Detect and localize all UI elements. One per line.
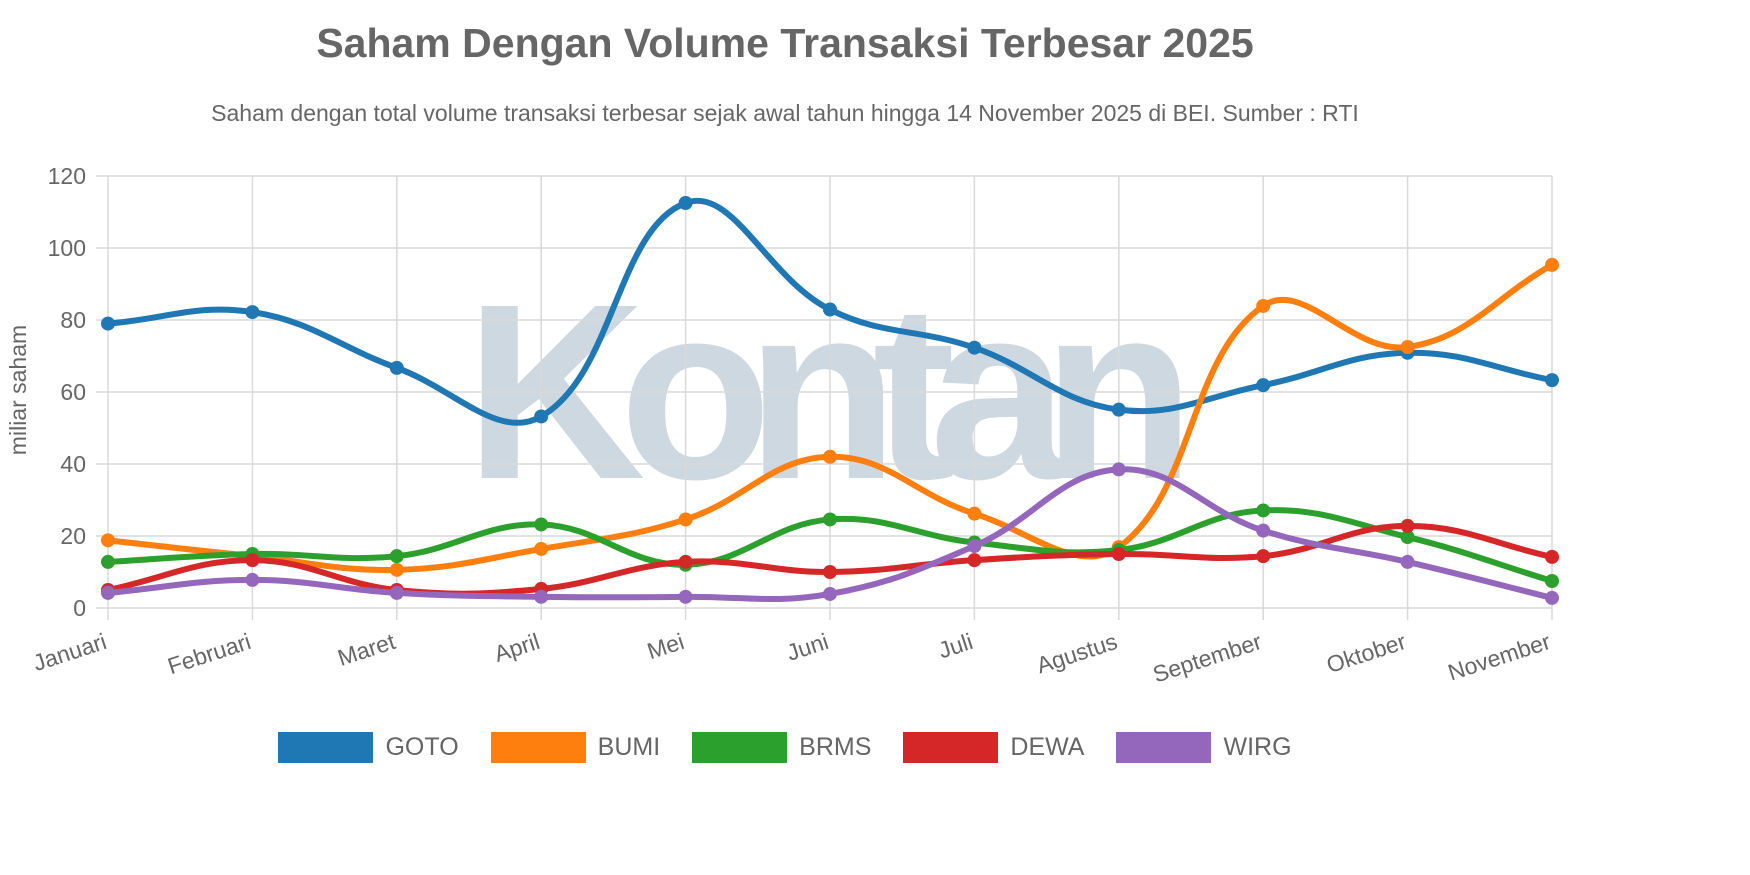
data-point-wirg bbox=[1111, 462, 1126, 477]
data-point-goto bbox=[534, 409, 549, 424]
data-point-wirg bbox=[1256, 523, 1271, 538]
data-point-dewa bbox=[1400, 518, 1415, 533]
legend-item-bumi[interactable]: BUMI bbox=[490, 732, 661, 763]
legend-item-wirg[interactable]: WIRG bbox=[1116, 732, 1292, 763]
legend-swatch bbox=[692, 732, 788, 763]
data-point-wirg bbox=[389, 585, 404, 600]
legend-swatch bbox=[903, 732, 999, 763]
data-point-bumi bbox=[1545, 257, 1559, 272]
data-point-dewa bbox=[1111, 547, 1126, 561]
legend-swatch bbox=[490, 732, 586, 763]
x-tick-label: Juni bbox=[783, 628, 831, 666]
legend-swatch bbox=[1116, 732, 1212, 763]
data-point-brms bbox=[101, 554, 115, 569]
data-point-brms bbox=[1545, 574, 1559, 588]
legend-label: GOTO bbox=[385, 733, 459, 761]
data-point-bumi bbox=[1400, 340, 1415, 354]
data-point-wirg bbox=[1400, 554, 1415, 569]
y-axis-label: miliar saham bbox=[5, 325, 31, 455]
data-point-wirg bbox=[678, 589, 693, 604]
x-tick-label: Oktober bbox=[1323, 628, 1409, 678]
y-tick-label: 120 bbox=[48, 163, 86, 189]
data-point-dewa bbox=[245, 553, 260, 568]
legend-swatch bbox=[278, 732, 374, 763]
x-tick-label: Februari bbox=[164, 628, 253, 679]
x-axis-ticks: Januari Februari Maret April Mei Juni Juli Agus… bbox=[30, 628, 1554, 688]
data-point-goto bbox=[967, 340, 982, 355]
data-point-wirg bbox=[967, 539, 982, 554]
data-point-wirg bbox=[101, 585, 115, 600]
chart-title: Saham Dengan Volume Transaksi Terbesar 2… bbox=[316, 20, 1254, 66]
x-tick-label: November bbox=[1445, 628, 1554, 686]
legend-label: WIRG bbox=[1223, 733, 1292, 761]
legend-label: BRMS bbox=[799, 733, 872, 761]
x-tick-label: Maret bbox=[334, 628, 399, 671]
series-wirg bbox=[101, 462, 1559, 605]
x-tick-label: Mei bbox=[644, 628, 687, 664]
data-point-goto bbox=[1111, 402, 1126, 417]
y-tick-label: 0 bbox=[73, 595, 86, 621]
y-tick-label: 40 bbox=[60, 451, 86, 477]
legend-item-dewa[interactable]: DEWA bbox=[903, 732, 1084, 763]
chart-subtitle: Saham dengan total volume transaksi terb… bbox=[211, 100, 1359, 126]
y-tick-label: 100 bbox=[48, 235, 86, 261]
data-point-wirg bbox=[245, 572, 260, 587]
y-axis-ticks: 0 20 40 60 80 100 120 bbox=[48, 163, 86, 621]
y-tick-label: 60 bbox=[60, 379, 86, 405]
x-tick-label: Agustus bbox=[1033, 628, 1120, 678]
data-point-dewa bbox=[1545, 549, 1559, 564]
series-line-goto bbox=[107, 197, 1553, 426]
data-point-goto bbox=[1256, 378, 1271, 393]
data-point-goto bbox=[823, 302, 837, 317]
data-point-goto bbox=[245, 305, 260, 320]
data-point-wirg bbox=[823, 586, 837, 601]
data-point-dewa bbox=[678, 554, 693, 569]
data-point-bumi bbox=[101, 533, 115, 548]
data-point-bumi bbox=[389, 562, 404, 577]
data-point-wirg bbox=[534, 589, 549, 604]
data-point-bumi bbox=[823, 449, 837, 464]
data-point-goto bbox=[101, 316, 115, 331]
series-lines bbox=[101, 196, 1559, 605]
data-point-wirg bbox=[1545, 590, 1559, 605]
legend-label: BUMI bbox=[597, 733, 661, 761]
data-point-brms bbox=[534, 517, 549, 532]
series-line-bumi bbox=[107, 262, 1554, 573]
data-point-dewa bbox=[1256, 549, 1271, 564]
legend-item-brms[interactable]: BRMS bbox=[692, 732, 871, 763]
data-point-brms bbox=[1400, 530, 1415, 545]
data-point-dewa bbox=[823, 565, 837, 579]
y-tick-label: 20 bbox=[60, 523, 86, 549]
data-point-goto bbox=[1545, 373, 1559, 388]
x-tick-label: April bbox=[491, 628, 543, 667]
data-point-dewa bbox=[967, 553, 982, 568]
y-tick-label: 80 bbox=[60, 307, 86, 333]
data-point-bumi bbox=[678, 512, 693, 527]
series-goto bbox=[101, 196, 1559, 426]
x-tick-label: Januari bbox=[30, 628, 110, 676]
legend: GOTO BUMI BRMS DEWA WIRG bbox=[0, 732, 1570, 763]
legend-label: DEWA bbox=[1010, 733, 1085, 761]
data-point-brms bbox=[1256, 503, 1271, 518]
data-point-brms bbox=[389, 549, 404, 564]
data-point-bumi bbox=[967, 506, 982, 521]
data-point-brms bbox=[823, 512, 837, 527]
legend-item-goto[interactable]: GOTO bbox=[278, 732, 459, 763]
x-tick-label: September bbox=[1150, 628, 1265, 688]
data-point-goto bbox=[678, 196, 693, 210]
data-point-goto bbox=[389, 360, 404, 375]
data-point-bumi bbox=[1256, 298, 1271, 313]
x-tick-label: Juli bbox=[935, 628, 976, 663]
data-point-bumi bbox=[534, 541, 549, 556]
